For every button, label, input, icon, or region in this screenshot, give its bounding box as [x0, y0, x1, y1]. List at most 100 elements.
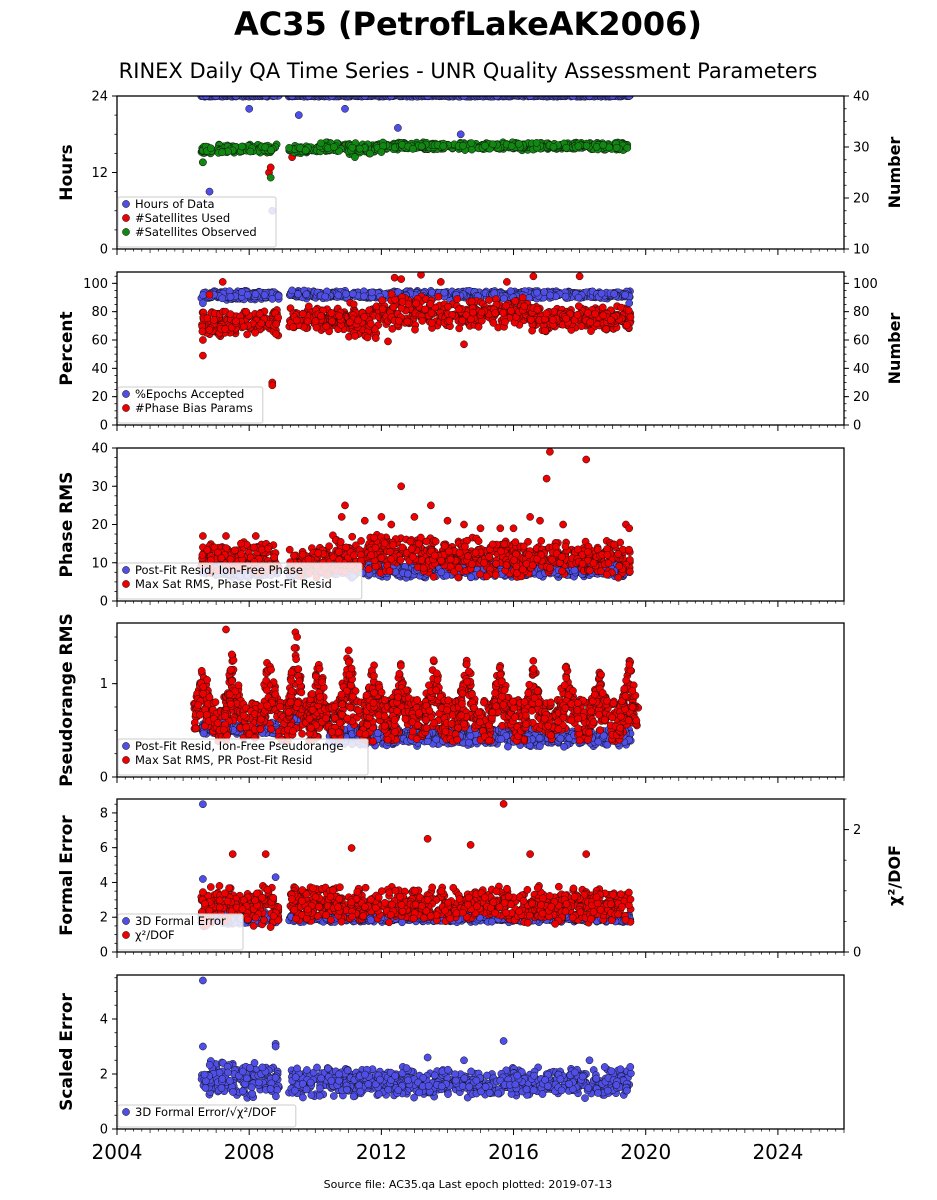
outlier-point [268, 381, 277, 390]
outlier-point [496, 524, 505, 533]
data-point [237, 550, 246, 558]
data-point [489, 319, 498, 327]
data-point [330, 143, 338, 151]
data-point [429, 573, 438, 581]
data-point [491, 571, 500, 579]
outlier-point [397, 275, 406, 283]
data-point [249, 543, 258, 552]
data-point [454, 563, 463, 572]
outlier-point [384, 337, 392, 346]
data-point [398, 543, 407, 552]
data-point [217, 554, 226, 562]
data-point [218, 294, 227, 303]
data-point [532, 139, 541, 147]
outlier-point [559, 520, 567, 529]
data-point [409, 553, 417, 561]
data-point [533, 288, 541, 297]
data-point [346, 318, 354, 327]
y-axis-label: Percent [57, 311, 77, 385]
data-point [520, 302, 529, 311]
data-point [439, 142, 448, 150]
data-point [274, 313, 283, 322]
outlier-point [542, 474, 551, 483]
data-point [622, 321, 631, 329]
data-point [597, 289, 606, 298]
data-point [348, 143, 357, 152]
data-point [403, 317, 412, 326]
data-point [589, 559, 598, 567]
data-point [251, 328, 259, 337]
data-point [467, 315, 476, 324]
data-point [231, 546, 239, 555]
y-tick-label: 20 [91, 390, 108, 405]
data-point [363, 333, 372, 342]
data-point [548, 315, 557, 324]
data-point [459, 141, 467, 150]
data-point [511, 538, 520, 546]
data-point [471, 548, 480, 557]
data-point [226, 555, 235, 564]
data-point [232, 317, 240, 326]
data-point [497, 547, 505, 556]
data-point [335, 555, 344, 564]
y2-tick-label: 40 [853, 90, 870, 105]
data-point [604, 559, 613, 568]
data-point [502, 561, 511, 569]
legend-entry: Hours of Data [135, 197, 215, 211]
data-point [527, 315, 535, 324]
data-point [327, 309, 336, 317]
outlier-point [199, 532, 207, 540]
data-point [614, 550, 623, 558]
outlier-point [427, 501, 435, 510]
data-point [578, 559, 587, 568]
data-point [434, 292, 443, 301]
outlier-point [436, 278, 445, 286]
outlier-point [266, 173, 275, 182]
data-point [226, 310, 235, 318]
data-point [467, 297, 476, 306]
outlier-point [218, 278, 227, 286]
data-point [412, 299, 421, 308]
outlier-point [390, 273, 399, 282]
data-point [574, 293, 583, 302]
legend-entry: Post-Fit Resid, Ion-Free Phase [135, 563, 303, 577]
data-point [364, 565, 373, 574]
data-point [558, 553, 566, 561]
outlier-point [397, 482, 406, 491]
data-point [367, 288, 376, 297]
data-point [467, 573, 475, 582]
y2-tick-label: 0 [853, 419, 861, 434]
outlier-point [582, 455, 591, 464]
data-point [205, 326, 214, 334]
data-point [610, 290, 618, 298]
data-point [206, 144, 215, 153]
data-point [226, 293, 235, 301]
data-point [303, 317, 312, 326]
outlier-point [460, 340, 468, 349]
outlier-point [625, 524, 634, 533]
plot-area [190, 625, 643, 751]
data-point [585, 566, 594, 575]
data-point [257, 319, 266, 328]
data-point [299, 310, 307, 318]
outlier-point [443, 516, 452, 525]
data-point [625, 545, 633, 554]
data-point [349, 300, 358, 309]
data-point [417, 142, 426, 151]
data-point [574, 545, 582, 554]
legend-entry: %Epochs Accepted [135, 387, 244, 401]
data-point [548, 555, 556, 564]
data-point [587, 327, 595, 335]
data-point [416, 533, 425, 542]
data-point [480, 559, 488, 567]
legend-entry: #Satellites Observed [135, 225, 257, 239]
data-point [549, 143, 558, 151]
data-point [467, 139, 476, 147]
data-point [603, 551, 612, 559]
outlier-point [526, 513, 534, 521]
data-point [427, 309, 436, 317]
data-point [444, 302, 452, 311]
